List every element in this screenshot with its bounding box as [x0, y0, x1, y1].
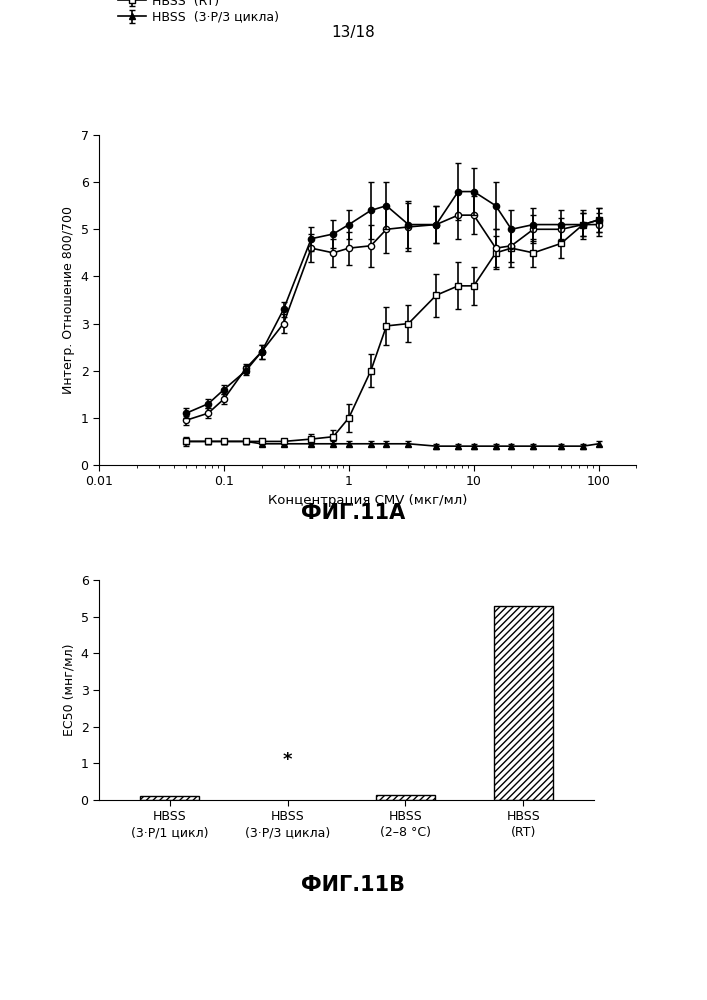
- Text: *: *: [283, 751, 292, 769]
- Bar: [376, 794, 435, 800]
- Bar: [493, 606, 553, 800]
- Legend: HBSS  (3·Р/1 цикл), HBSS  (2–8°C), HBSS  (RT), HBSS  (3·Р/3 цикла): HBSS (3·Р/1 цикл), HBSS (2–8°C), HBSS (R…: [116, 0, 281, 26]
- Text: 13/18: 13/18: [332, 25, 375, 40]
- Text: ФИГ.11В: ФИГ.11В: [301, 875, 406, 895]
- Y-axis label: EC50 (мнг/мл): EC50 (мнг/мл): [62, 644, 75, 736]
- Bar: [140, 796, 199, 800]
- X-axis label: Концентрация CMV (мкг/мл): Концентрация CMV (мкг/мл): [268, 494, 467, 507]
- Text: ФИГ.11А: ФИГ.11А: [301, 503, 406, 523]
- Y-axis label: Интегр. Отношение 800/700: Интегр. Отношение 800/700: [62, 206, 75, 394]
